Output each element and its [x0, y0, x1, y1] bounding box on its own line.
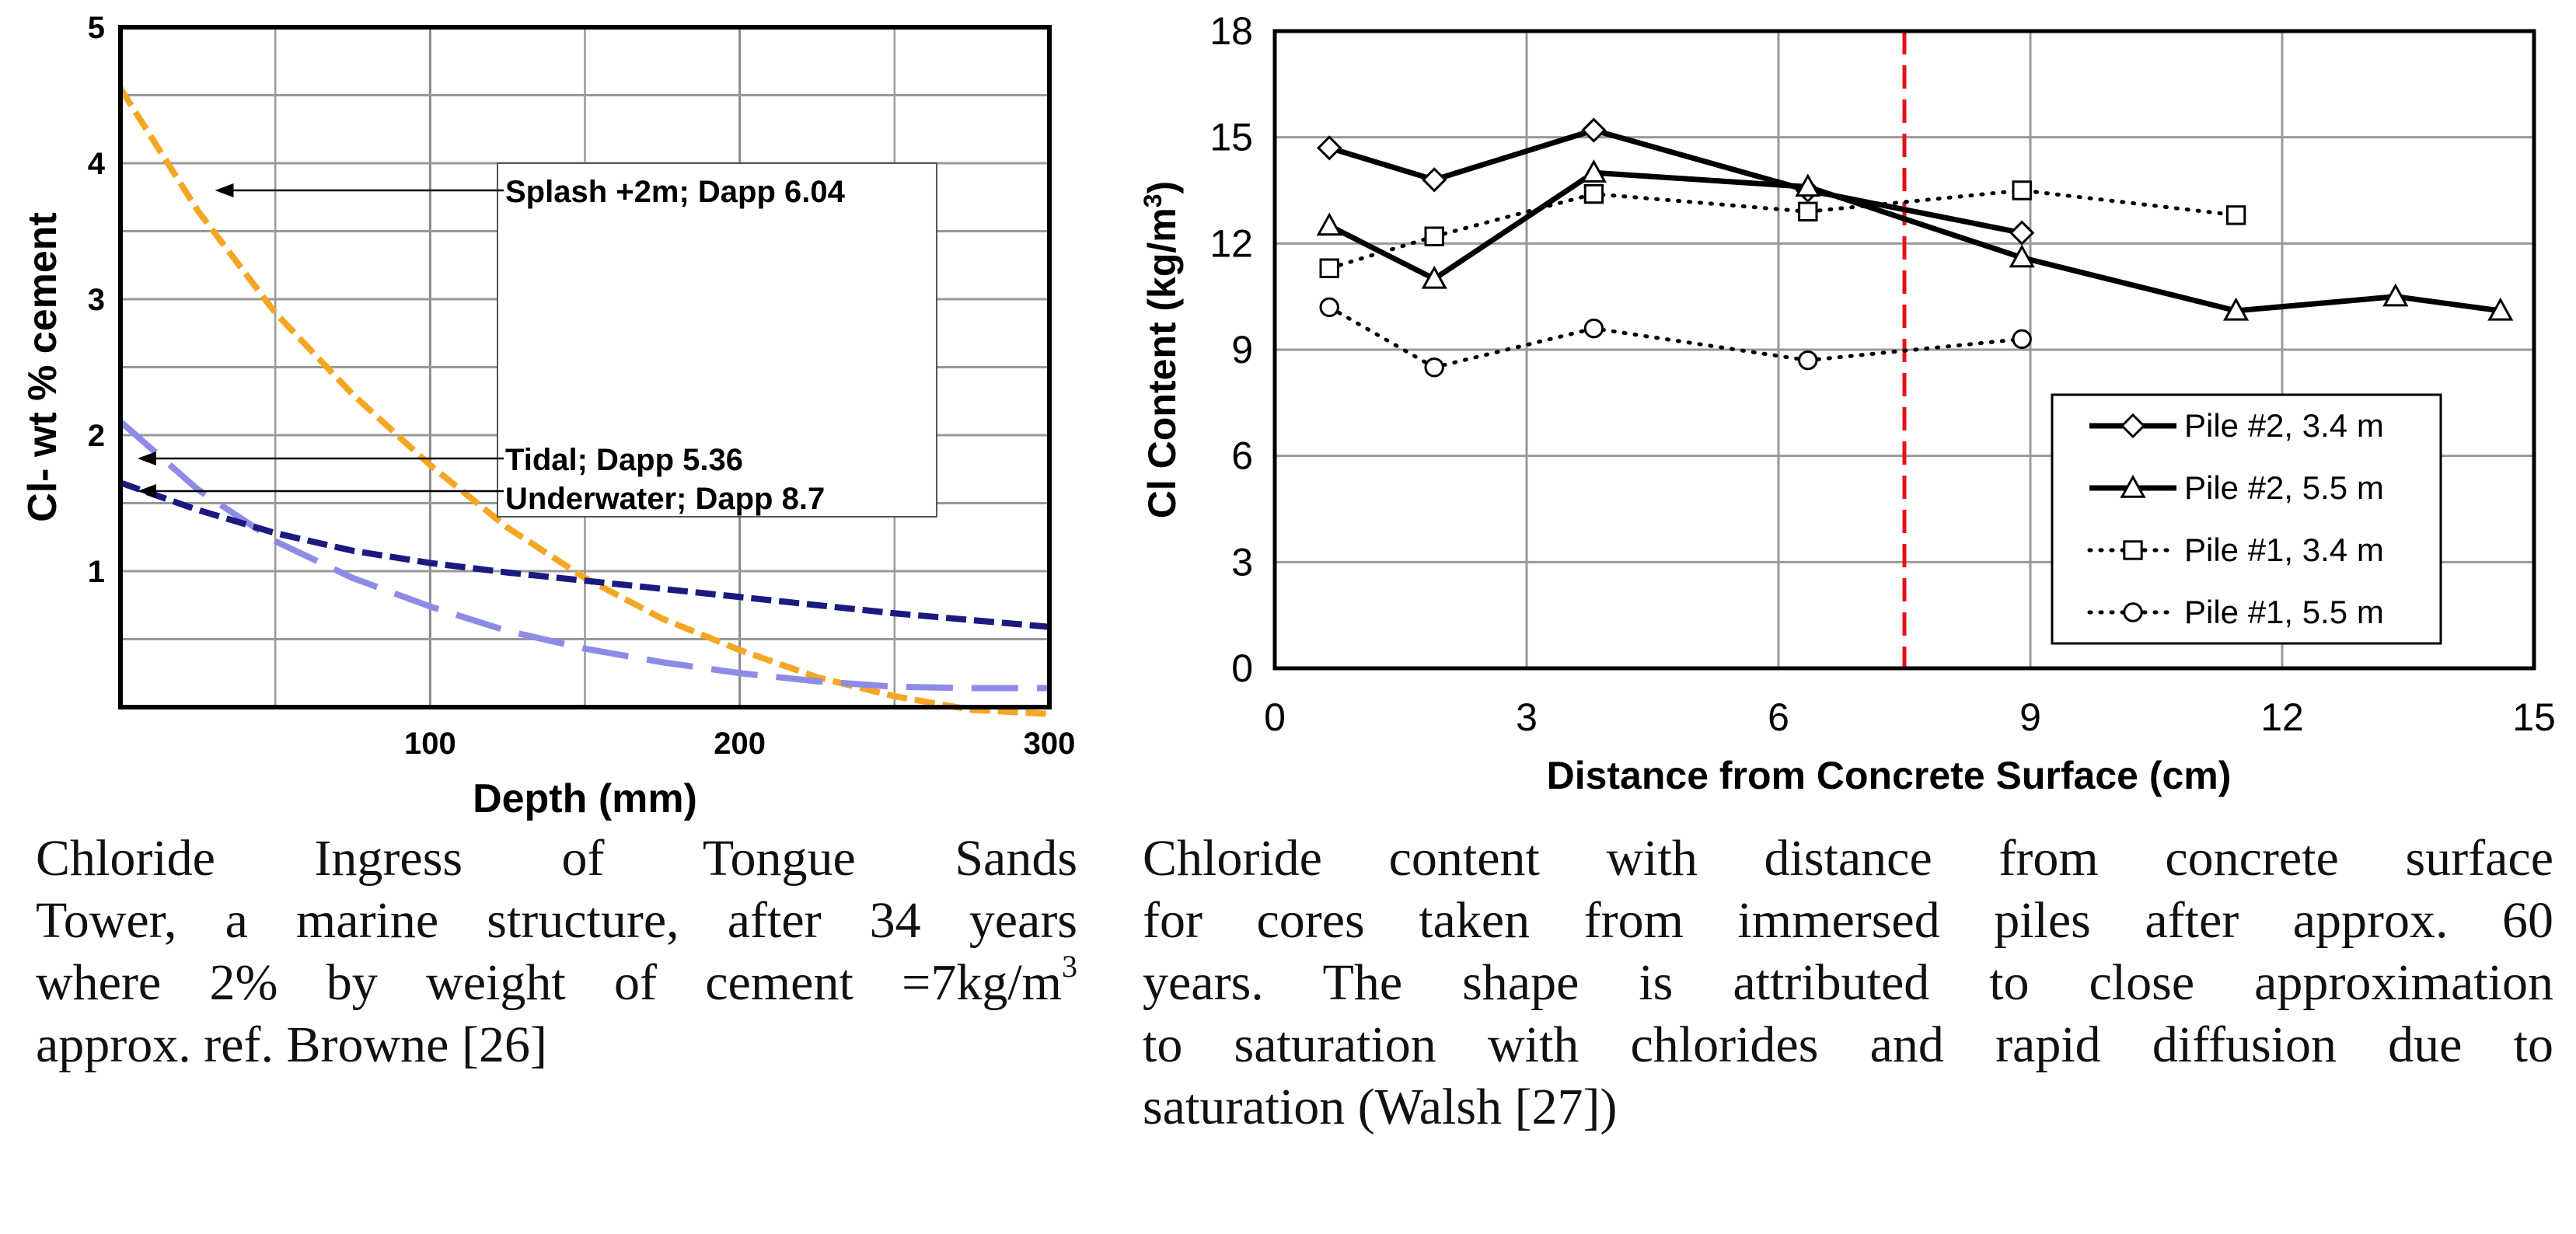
- plot-frame: [1272, 29, 2536, 671]
- caption-right: Chloride content with distance from conc…: [1143, 828, 2553, 1138]
- legend-box: [2051, 393, 2442, 645]
- series-line: [1327, 188, 2239, 270]
- legend-label: Pile #1, 3.4 m: [2184, 532, 2384, 568]
- y-tick-label: 4: [88, 147, 106, 181]
- x-tick-label: 6: [1768, 695, 1789, 739]
- marker-circle: [2123, 602, 2143, 622]
- legend-label: Pile #2, 3.4 m: [2184, 407, 2384, 444]
- legend-label: Pile #2, 5.5 m: [2184, 469, 2384, 506]
- marker-triangle: [1795, 173, 1821, 197]
- marker-triangle: [2487, 297, 2514, 321]
- x-axis-title: Distance from Concrete Surface (cm): [1547, 754, 2232, 797]
- marker-square: [1798, 201, 1818, 222]
- marker-diamond: [1581, 117, 1607, 143]
- marker-triangle: [2223, 297, 2250, 321]
- y-tick-label: 0: [1231, 647, 1253, 690]
- y-tick-label: 2: [88, 419, 105, 453]
- x-tick-label: 0: [1264, 695, 1286, 739]
- caption-left-line: Chloride Ingress of Tongue Sands: [36, 830, 1077, 887]
- caption-left-line: Tower, a marine structure, after 34 year…: [36, 892, 1077, 949]
- plot-frame: [118, 25, 1052, 709]
- y-tick-label: 1: [88, 555, 105, 589]
- x-tick-label: 3: [1516, 695, 1538, 739]
- marker-diamond: [1317, 135, 1342, 161]
- marker-square: [1424, 226, 1444, 246]
- y-axis-title-superscript: 3: [1139, 193, 1167, 207]
- y-tick-label: 18: [1209, 9, 1253, 53]
- annotation-arrowhead: [137, 451, 156, 465]
- y-tick-label: 15: [1209, 116, 1253, 159]
- marker-square: [1583, 183, 1604, 204]
- caption-left: Chloride Ingress of Tongue Sands Tower, …: [36, 828, 1077, 1076]
- y-axis-title: Cl Content (kg/m3): [1139, 181, 1184, 518]
- annotation-box: [497, 162, 937, 518]
- marker-circle: [2012, 329, 2032, 350]
- caption-right-line: saturation (Walsh [27]): [1143, 1079, 1618, 1135]
- marker-circle: [1319, 297, 1339, 318]
- x-axis-title: Depth (mm): [473, 776, 697, 821]
- x-tick-label: 100: [404, 727, 456, 761]
- marker-circle: [1583, 318, 1604, 339]
- caption-right-line: to saturation with chlorides and rapid d…: [1143, 1016, 2553, 1073]
- marker-triangle: [1316, 212, 1342, 236]
- series-line: [1328, 169, 2501, 314]
- y-tick-label: 9: [1231, 328, 1253, 371]
- y-tick-label: 3: [88, 283, 105, 317]
- chloride-ingress-chart: Splash +2m; Dapp 6.04 Tidal; Dapp 5.36 Und…: [20, 11, 1075, 821]
- annotation-arrowhead: [215, 183, 234, 197]
- x-tick-label: 15: [2512, 695, 2556, 739]
- caption-left-superscript: 3: [1062, 949, 1077, 984]
- marker-triangle: [2009, 244, 2035, 268]
- marker-square: [2012, 180, 2032, 200]
- caption-right-line: for cores taken from immersed piles afte…: [1143, 892, 2553, 949]
- x-tick-label: 200: [714, 727, 766, 761]
- y-axis-title-close: ): [1140, 181, 1184, 194]
- y-tick-label: 5: [88, 11, 105, 45]
- y-tick-label: 6: [1231, 434, 1253, 478]
- x-tick-label: 9: [2019, 695, 2041, 739]
- y-tick-label: 3: [1231, 540, 1253, 584]
- annotation-label: Tidal; Dapp 5.36: [505, 443, 743, 477]
- caption-right-line: Chloride content with distance from conc…: [1143, 830, 2553, 887]
- annotation-label: Underwater; Dapp 8.7: [505, 482, 825, 516]
- marker-diamond: [1422, 167, 1447, 193]
- caption-left-line: approx. ref. Browne [26]: [36, 1016, 547, 1073]
- marker-circle: [1424, 357, 1444, 378]
- x-tick-label: 300: [1024, 727, 1076, 761]
- marker-circle: [1798, 350, 1818, 371]
- y-axis-title: Cl- wt % cement: [20, 212, 65, 522]
- caption-left-text: where 2% by weight of cement =7kg/m: [36, 954, 1062, 1011]
- chloride-content-chart: Pile #2, 3.4 m Pile #2, 5.5 m Pile #1, 3.4…: [1139, 9, 2556, 797]
- marker-triangle: [1421, 265, 1447, 289]
- series-line: [118, 419, 1049, 692]
- annotation-label: Splash +2m; Dapp 6.04: [505, 175, 846, 209]
- marker-square: [2123, 540, 2143, 560]
- caption-left-line-3: where 2% by weight of cement =7kg/m3: [36, 949, 1077, 1014]
- marker-diamond: [2120, 413, 2146, 439]
- marker-square: [1319, 258, 1339, 278]
- marker-triangle: [2382, 283, 2409, 307]
- legend-label: Pile #1, 5.5 m: [2184, 594, 2384, 630]
- caption-right-line: years. The shape is attributed to close …: [1143, 954, 2553, 1011]
- annotation-arrowhead: [137, 484, 156, 498]
- marker-triangle: [1580, 159, 1607, 183]
- x-tick-label: 12: [2260, 695, 2304, 739]
- y-tick-label: 12: [1209, 221, 1253, 265]
- y-axis-title-text: Cl Content (kg/m: [1140, 207, 1184, 518]
- marker-square: [2225, 205, 2246, 225]
- marker-diamond: [2009, 220, 2035, 246]
- legend: Pile #2, 3.4 m Pile #2, 5.5 m Pile #1, 3.4…: [2051, 393, 2442, 645]
- series-line: [119, 479, 1050, 630]
- marker-triangle: [2120, 474, 2146, 498]
